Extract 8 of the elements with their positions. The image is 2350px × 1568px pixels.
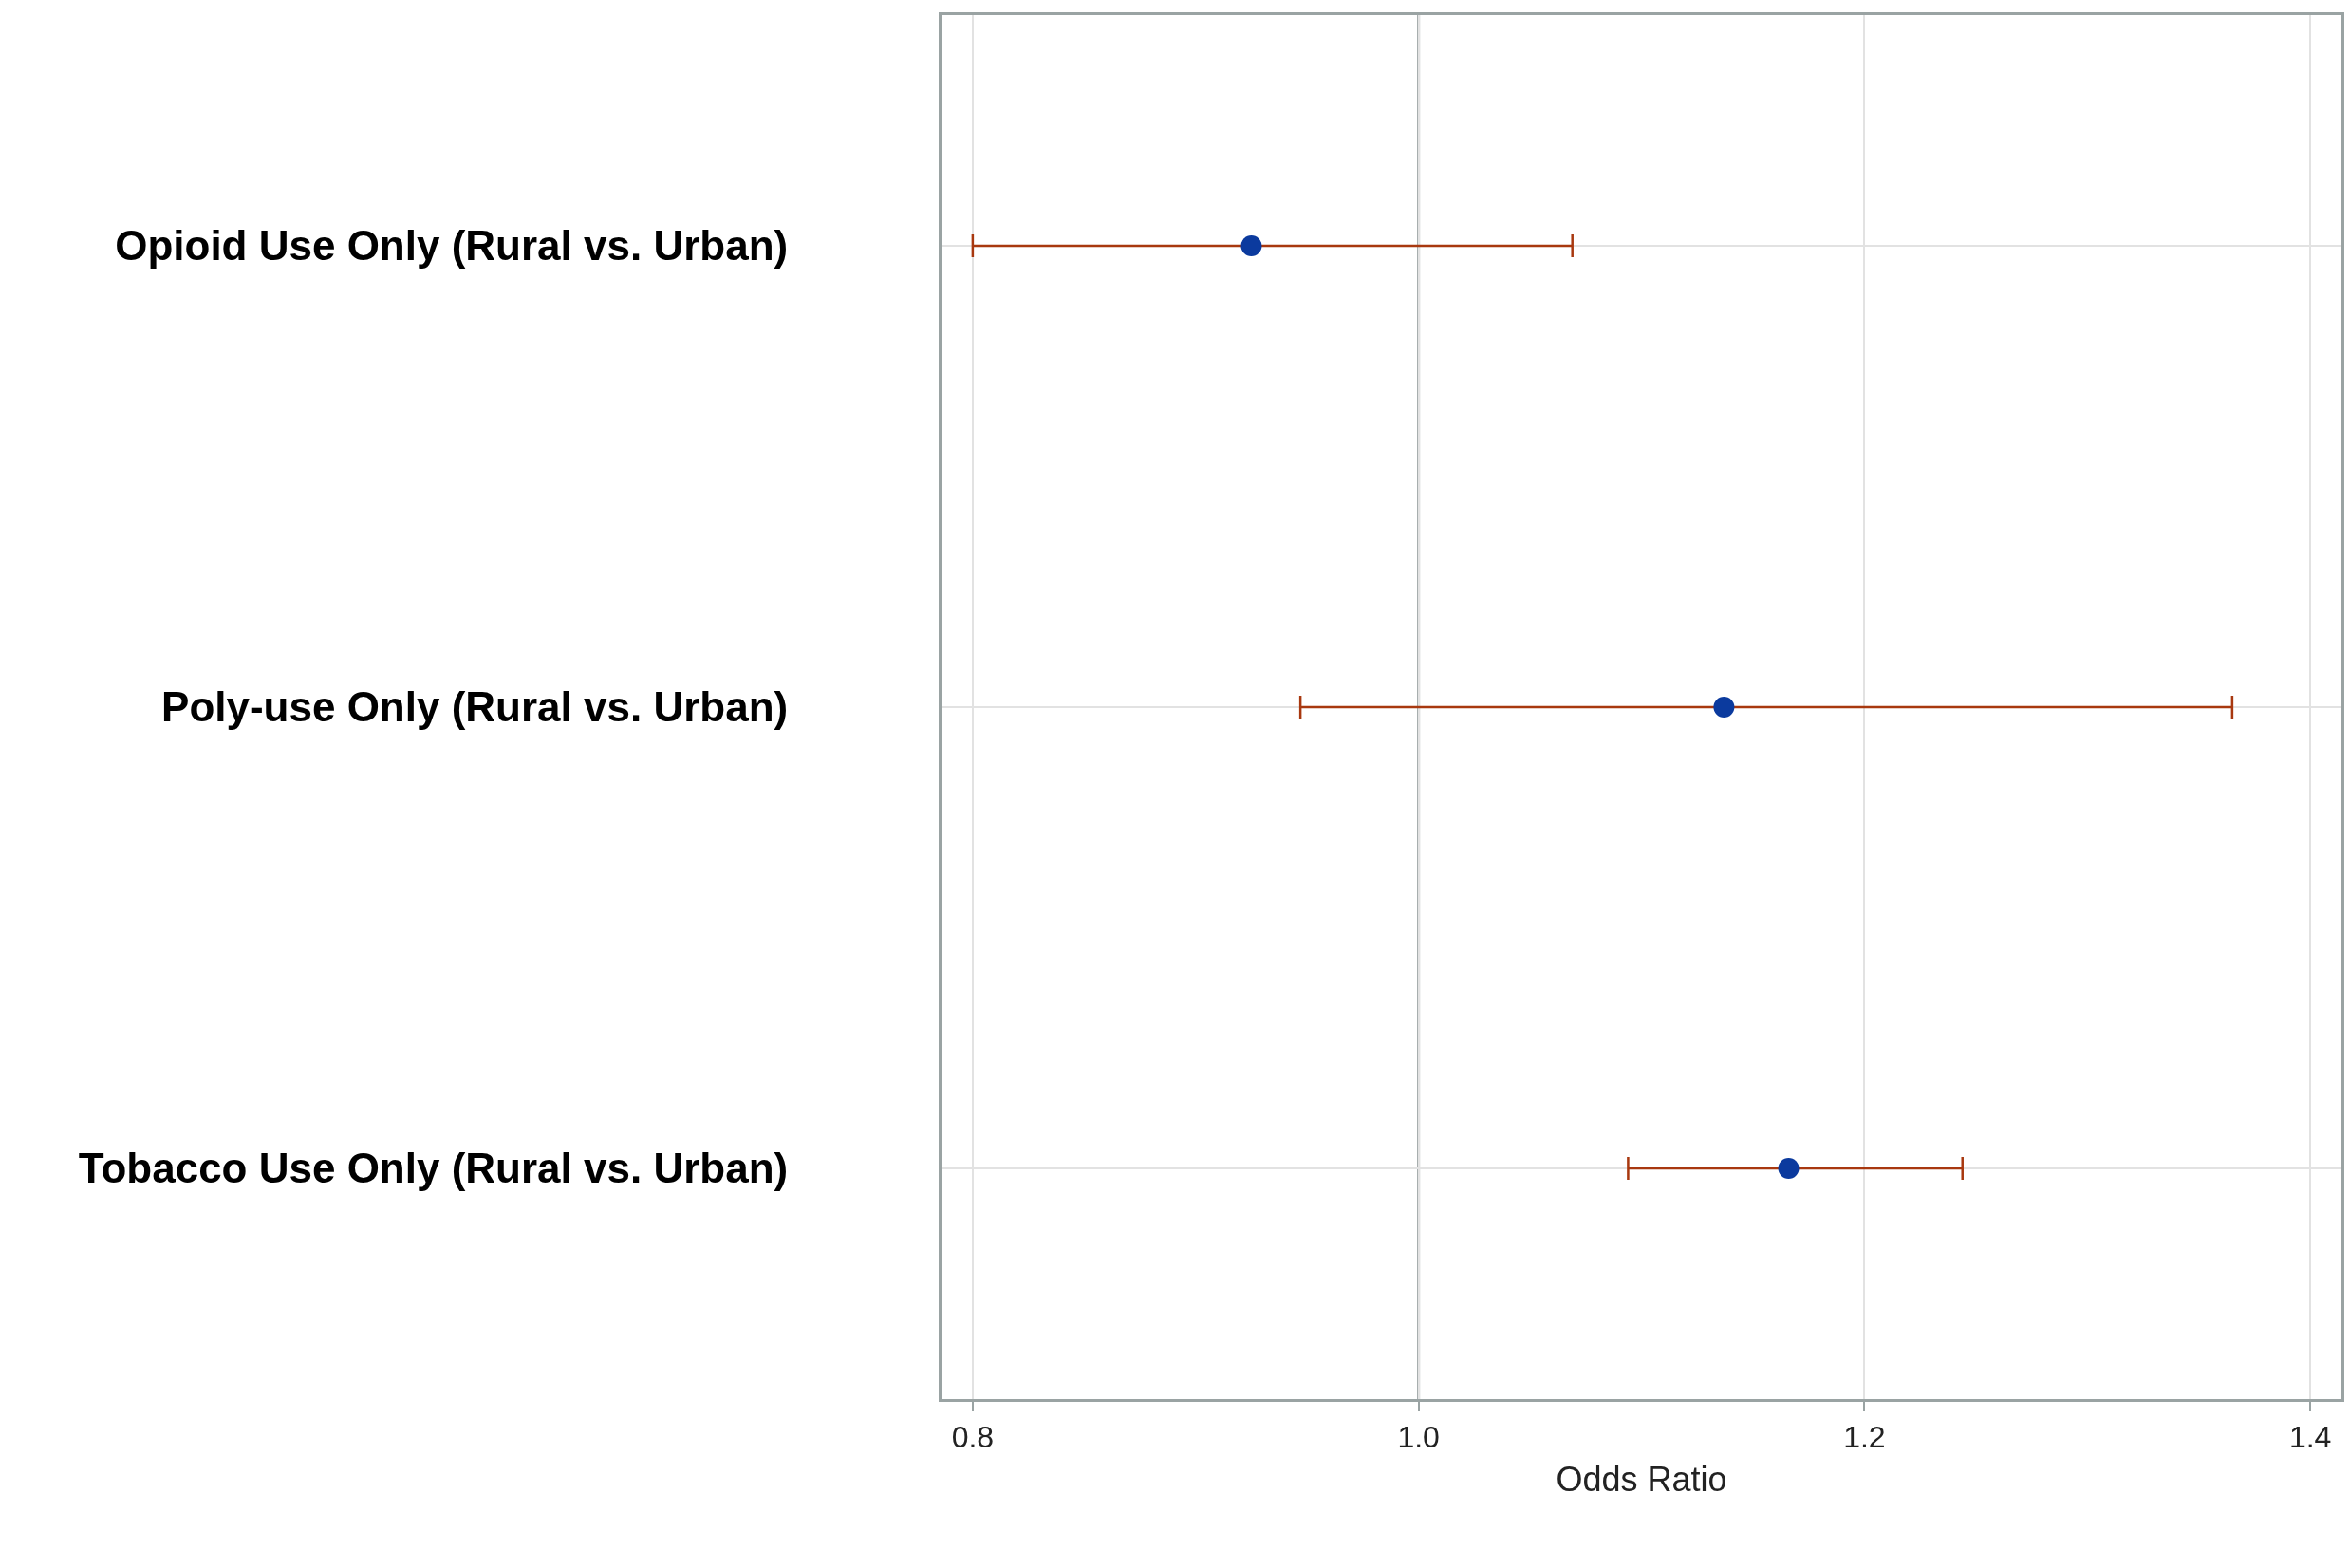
y-tick-label: Tobacco Use Only (Rural vs. Urban) bbox=[78, 1145, 789, 1192]
x-tick-label: 1.4 bbox=[2288, 1420, 2332, 1455]
x-tick-label: 1.0 bbox=[1397, 1420, 1440, 1455]
x-tick-label: 0.8 bbox=[951, 1420, 995, 1455]
y-tick-label: Poly-use Only (Rural vs. Urban) bbox=[161, 683, 789, 731]
x-tick-label: 1.2 bbox=[1843, 1420, 1886, 1455]
x-axis-title: Odds Ratio bbox=[1556, 1460, 1727, 1500]
y-tick-label: Opioid Use Only (Rural vs. Urban) bbox=[115, 222, 789, 270]
